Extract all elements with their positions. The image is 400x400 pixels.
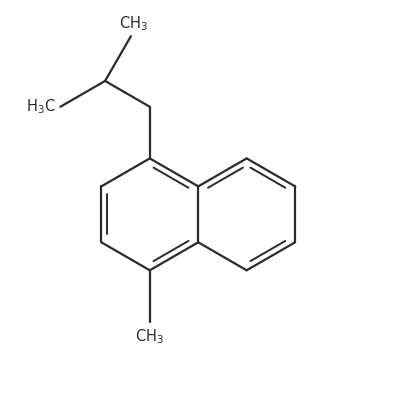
Text: CH$_3$: CH$_3$ [118,15,148,33]
Text: CH$_3$: CH$_3$ [135,327,164,346]
Text: H$_3$C: H$_3$C [26,98,56,116]
